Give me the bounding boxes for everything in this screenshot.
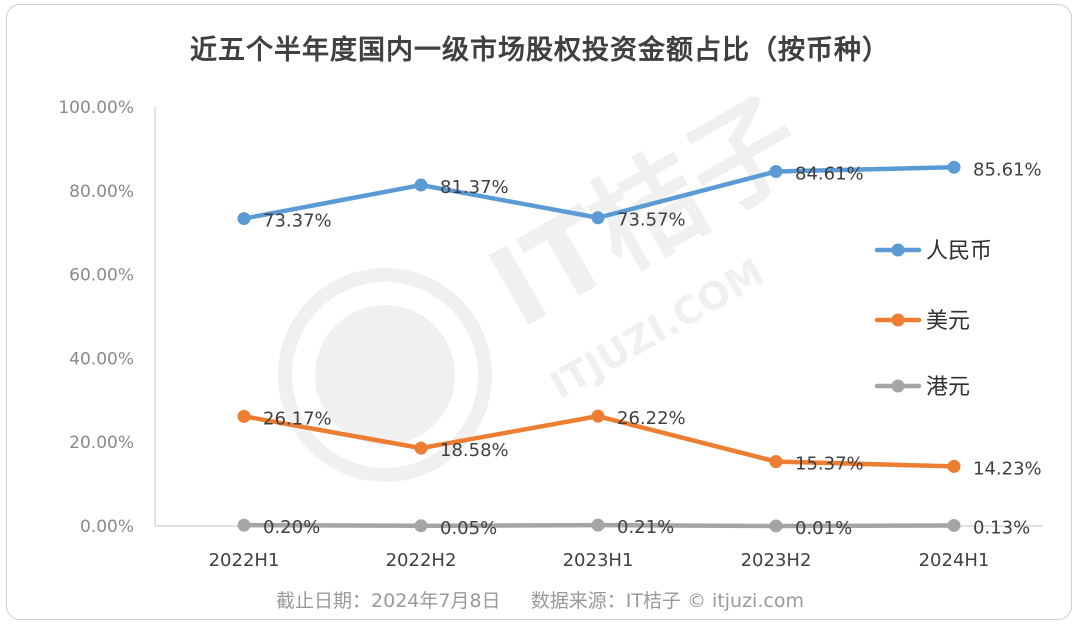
data-label: 0.21% <box>617 517 674 538</box>
data-label: 81.37% <box>440 177 509 198</box>
footer-source: 数据来源：IT桔子 © itjuzi.com <box>530 590 804 612</box>
data-label: 0.20% <box>263 517 320 538</box>
data-point <box>591 211 605 225</box>
legend-marker <box>891 243 905 257</box>
y-tick-label: 60.00% <box>69 266 134 286</box>
legend-label: 美元 <box>926 309 970 334</box>
data-point <box>947 459 961 473</box>
legend-item: 港元 <box>874 375 970 400</box>
data-point <box>769 455 783 469</box>
data-point <box>237 409 251 423</box>
y-axis: 0.00% 20.00% 40.00% 60.00% 80.00% 100.00% <box>58 98 156 537</box>
y-tick-label: 40.00% <box>69 349 134 369</box>
data-label: 26.22% <box>617 408 686 429</box>
legend-label: 人民币 <box>926 239 992 264</box>
legend-item: 美元 <box>874 309 970 334</box>
data-label: 15.37% <box>795 454 864 475</box>
data-label: 73.37% <box>263 211 332 232</box>
x-tick-label: 2023H2 <box>741 550 812 571</box>
series-3: 0.20% 0.05% 0.21% 0.01% 0.13% <box>237 517 1030 539</box>
data-point <box>237 518 251 532</box>
footer-date: 截止日期：2024年7月8日 <box>276 590 501 612</box>
y-tick-label: 0.00% <box>80 517 134 537</box>
x-tick-label: 2024H1 <box>919 550 990 571</box>
itjuzi-watermark: IT桔子 ITJUZI.COM <box>278 74 824 482</box>
watermark-logo-center <box>315 305 455 445</box>
footer: 截止日期：2024年7月8日 数据来源：IT桔子 © itjuzi.com <box>0 586 1080 613</box>
series-1: 73.37% 81.37% 73.57% 84.61% 85.61% <box>237 159 1042 232</box>
chart-title: 近五个半年度国内一级市场股权投资金额占比（按币种） <box>190 35 890 66</box>
data-label: 0.13% <box>973 517 1030 538</box>
data-label: 84.61% <box>795 163 864 184</box>
data-point <box>947 160 961 174</box>
legend-marker <box>891 313 905 327</box>
data-point <box>414 441 428 455</box>
y-tick-label: 20.00% <box>69 433 134 453</box>
data-label: 14.23% <box>973 458 1042 479</box>
y-tick-label: 80.00% <box>69 182 134 202</box>
legend-item: 人民币 <box>874 239 992 264</box>
data-point <box>769 164 783 178</box>
data-point <box>414 519 428 533</box>
watermark-logo-ring <box>278 268 492 482</box>
data-point <box>237 212 251 226</box>
data-point <box>947 518 961 532</box>
data-label: 26.17% <box>263 408 332 429</box>
data-label: 0.01% <box>795 518 852 539</box>
data-label: 18.58% <box>440 440 509 461</box>
series-group: 73.37% 81.37% 73.57% 84.61% 85.61% 26.17% 18.5… <box>237 159 1042 539</box>
x-tick-label: 2022H2 <box>386 550 457 571</box>
x-tick-label: 2022H1 <box>209 550 280 571</box>
legend-label: 港元 <box>926 375 970 400</box>
data-label: 73.57% <box>617 210 686 231</box>
data-point <box>591 518 605 532</box>
data-point <box>591 409 605 423</box>
legend-marker <box>891 379 905 393</box>
y-tick-label: 100.00% <box>58 98 134 118</box>
data-label: 0.05% <box>440 518 497 539</box>
data-point <box>769 519 783 533</box>
series-2: 26.17% 18.58% 26.22% 15.37% 14.23% <box>237 408 1042 479</box>
data-point <box>414 178 428 192</box>
chart-card <box>6 4 1072 620</box>
data-label: 85.61% <box>973 159 1042 180</box>
x-tick-label: 2023H1 <box>563 550 634 571</box>
